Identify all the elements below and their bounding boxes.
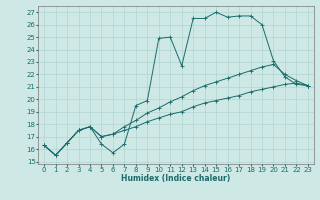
X-axis label: Humidex (Indice chaleur): Humidex (Indice chaleur) [121, 174, 231, 183]
